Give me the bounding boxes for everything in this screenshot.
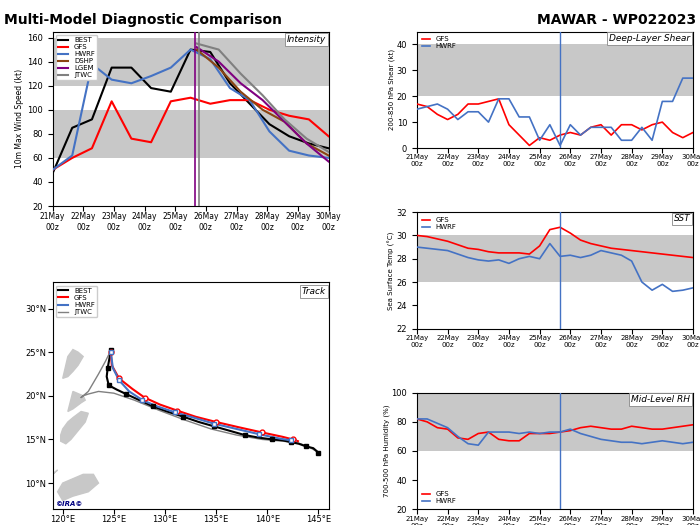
Polygon shape	[57, 475, 99, 500]
Text: Mid-Level RH: Mid-Level RH	[631, 395, 690, 404]
Legend: GFS, HWRF: GFS, HWRF	[421, 490, 458, 506]
Text: Intensity: Intensity	[286, 35, 326, 44]
Legend: GFS, HWRF: GFS, HWRF	[421, 216, 458, 232]
Legend: GFS, HWRF: GFS, HWRF	[421, 35, 458, 51]
Bar	[52, 37, 328, 86]
Polygon shape	[61, 412, 88, 444]
Text: ©IRA©: ©IRA©	[55, 501, 83, 507]
Text: MAWAR - WP022023: MAWAR - WP022023	[538, 13, 696, 27]
Text: SST: SST	[673, 214, 690, 224]
Polygon shape	[68, 392, 85, 412]
Bar	[417, 45, 693, 96]
Y-axis label: 10m Max Wind Speed (kt): 10m Max Wind Speed (kt)	[15, 69, 24, 169]
Text: Track: Track	[302, 287, 326, 296]
Y-axis label: 200-850 hPa Shear (kt): 200-850 hPa Shear (kt)	[389, 49, 396, 130]
Polygon shape	[63, 350, 83, 379]
Legend: BEST, GFS, HWRF, DSHP, LGEM, JTWC: BEST, GFS, HWRF, DSHP, LGEM, JTWC	[56, 35, 97, 80]
Bar	[417, 393, 693, 451]
Text: Deep-Layer Shear: Deep-Layer Shear	[609, 34, 690, 43]
Y-axis label: 700-500 hPa Humidity (%): 700-500 hPa Humidity (%)	[384, 405, 390, 497]
Polygon shape	[37, 470, 57, 496]
Text: Multi-Model Diagnostic Comparison: Multi-Model Diagnostic Comparison	[4, 13, 281, 27]
Bar	[417, 235, 693, 282]
Legend: BEST, GFS, HWRF, JTWC: BEST, GFS, HWRF, JTWC	[56, 286, 97, 317]
Y-axis label: Sea Surface Temp (°C): Sea Surface Temp (°C)	[388, 231, 395, 310]
Bar	[52, 110, 328, 158]
